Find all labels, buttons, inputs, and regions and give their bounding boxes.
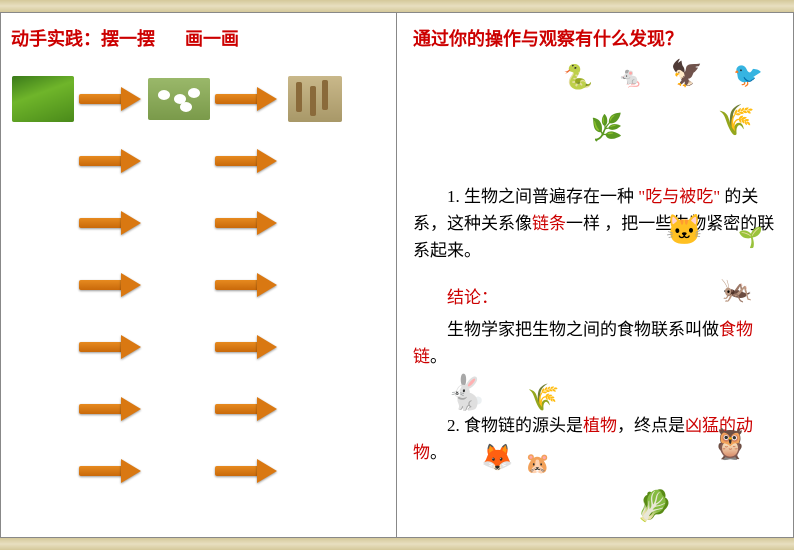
- right-panel: 通过你的操作与观察有什么发现？ 🐍 🐁 🦅 🐦 🌿 🌾 1. 生物之间普遍存在一…: [397, 12, 794, 538]
- grasshopper-icon: 🦗: [721, 275, 753, 305]
- blank-slot: [283, 447, 347, 495]
- arrow-icon: [215, 213, 279, 233]
- plant-icon: 🌿: [591, 113, 623, 143]
- rabbit-icon: 🐇: [445, 373, 487, 413]
- hamster-icon: 🐹: [525, 451, 550, 476]
- p3-c: 。: [430, 443, 447, 462]
- blank-slot: [147, 323, 211, 371]
- p2-b: 。: [430, 347, 447, 366]
- p2-a: 生物学家把生物之间的食物联系叫做: [447, 320, 719, 339]
- blank-slot: [147, 385, 211, 433]
- chain-row-2: [11, 137, 386, 185]
- p1-chain: 链条: [532, 214, 566, 233]
- img-grass: [11, 75, 75, 123]
- blank-slot: [147, 137, 211, 185]
- blank-slot: [11, 447, 75, 495]
- top-border-band: [0, 0, 794, 12]
- arrow-icon: [215, 89, 279, 109]
- blank-slot: [283, 323, 347, 371]
- blank-slot: [283, 199, 347, 247]
- paragraph-1: 1. 生物之间普遍存在一种 "吃与被吃" 的关系，这种关系像链条一样 ，把一些生…: [413, 183, 777, 265]
- blank-slot: [11, 323, 75, 371]
- blank-slot: [147, 447, 211, 495]
- blank-slot: [147, 261, 211, 309]
- arrow-icon: [79, 275, 143, 295]
- chain-row-3: [11, 199, 386, 247]
- bottom-border-band: [0, 538, 794, 550]
- page-container: 动手实践：摆一摆 画一画: [0, 12, 794, 538]
- chain-row-1: [11, 75, 386, 123]
- arrow-icon: [215, 275, 279, 295]
- img-sheep: [147, 75, 211, 123]
- eagle-icon: 🦅: [671, 59, 703, 89]
- wheat-icon: 🌾: [718, 103, 755, 138]
- arrow-icon: [215, 399, 279, 419]
- blank-slot: [283, 261, 347, 309]
- chain-row-5: [11, 323, 386, 371]
- mouse-icon: 🐁: [618, 65, 643, 90]
- arrow-icon: [79, 89, 143, 109]
- fox-icon: 🦊: [481, 443, 513, 473]
- arrow-icon: [79, 213, 143, 233]
- title-prefix: 动手实践：: [11, 29, 101, 49]
- cat-icon: 🐱: [666, 213, 703, 248]
- arrow-icon: [215, 337, 279, 357]
- p1-quote: "吃与被吃": [638, 187, 720, 206]
- paragraph-2: 生物学家把生物之间的食物联系叫做食物链。: [413, 316, 777, 370]
- arrow-icon: [215, 151, 279, 171]
- blank-slot: [11, 199, 75, 247]
- blank-slot: [283, 385, 347, 433]
- img-giraffe: [283, 75, 347, 123]
- p3-plant: 植物: [583, 416, 617, 435]
- lettuce-icon: 🥬: [636, 489, 673, 524]
- blank-slot: [11, 385, 75, 433]
- arrow-icon: [79, 151, 143, 171]
- arrow-icon: [79, 461, 143, 481]
- grain-icon: 🌾: [527, 383, 559, 413]
- snake-icon: 🐍: [563, 63, 593, 92]
- blank-slot: [11, 261, 75, 309]
- p3-a: 2. 食物链的源头是: [447, 416, 583, 435]
- arrow-icon: [215, 461, 279, 481]
- blank-slot: [11, 137, 75, 185]
- title-part2: 画一画: [185, 29, 239, 49]
- chain-row-4: [11, 261, 386, 309]
- title-part1: 摆一摆: [101, 29, 155, 49]
- arrow-icon: [79, 337, 143, 357]
- grass-icon: 🌱: [738, 225, 763, 250]
- left-panel: 动手实践：摆一摆 画一画: [0, 12, 397, 538]
- blank-slot: [283, 137, 347, 185]
- left-title: 动手实践：摆一摆 画一画: [11, 25, 386, 51]
- chain-row-6: [11, 385, 386, 433]
- arrow-icon: [79, 399, 143, 419]
- owl-icon: 🦉: [712, 427, 749, 462]
- p1-a: 1. 生物之间普遍存在一种: [447, 187, 634, 206]
- bird-icon: 🐦: [733, 61, 763, 90]
- chain-row-7: [11, 447, 386, 495]
- p3-b: ，终点是: [617, 416, 685, 435]
- blank-slot: [147, 199, 211, 247]
- right-title: 通过你的操作与观察有什么发现？: [413, 25, 777, 51]
